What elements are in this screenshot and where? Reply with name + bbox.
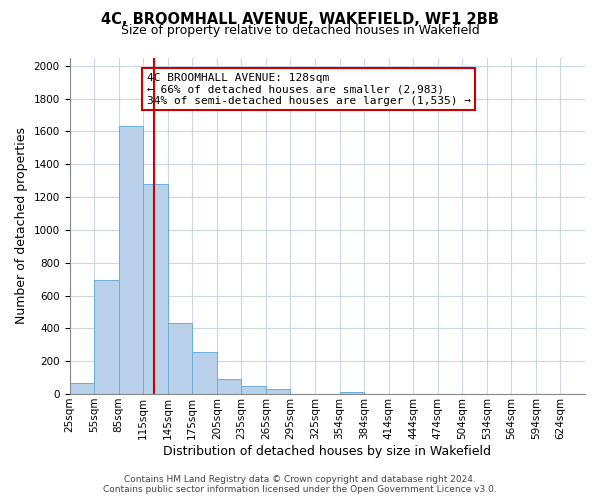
Bar — [217, 380, 241, 394]
Bar — [340, 392, 364, 394]
Bar — [143, 184, 168, 394]
Text: 4C BROOMHALL AVENUE: 128sqm
← 66% of detached houses are smaller (2,983)
34% of : 4C BROOMHALL AVENUE: 128sqm ← 66% of det… — [147, 72, 471, 106]
Bar — [192, 352, 217, 394]
Bar — [70, 384, 94, 394]
Bar — [168, 322, 192, 394]
Bar — [94, 280, 119, 394]
Bar — [119, 126, 143, 394]
Bar — [241, 386, 266, 394]
Text: Size of property relative to detached houses in Wakefield: Size of property relative to detached ho… — [121, 24, 479, 37]
X-axis label: Distribution of detached houses by size in Wakefield: Distribution of detached houses by size … — [163, 444, 491, 458]
Bar — [266, 390, 290, 394]
Y-axis label: Number of detached properties: Number of detached properties — [15, 128, 28, 324]
Text: Contains HM Land Registry data © Crown copyright and database right 2024.
Contai: Contains HM Land Registry data © Crown c… — [103, 474, 497, 494]
Text: 4C, BROOMHALL AVENUE, WAKEFIELD, WF1 2BB: 4C, BROOMHALL AVENUE, WAKEFIELD, WF1 2BB — [101, 12, 499, 28]
